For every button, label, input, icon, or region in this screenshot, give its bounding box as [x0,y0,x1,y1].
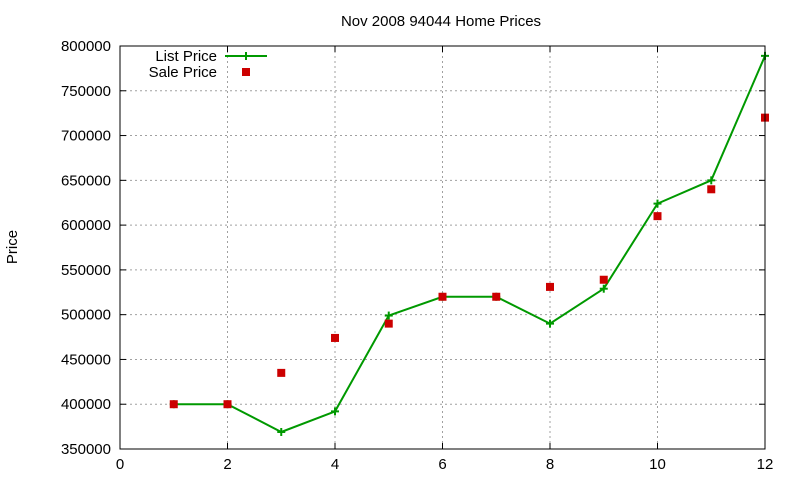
x-tick-label: 2 [223,456,231,473]
legend-swatch-marker [242,68,250,76]
series-list-price-point [277,427,286,436]
series-sale-price [169,113,769,409]
series-sale-price-point [599,275,608,284]
plot-frame [119,45,766,450]
series-sale-price-point [438,292,447,301]
y-tick-label: 350000 [61,441,111,458]
series-sale-price-point [653,212,662,221]
series-list-price [169,51,769,436]
y-tick-label: 700000 [61,128,111,145]
y-tick-label: 750000 [61,83,111,100]
chart-title: Nov 2008 94044 Home Prices [341,13,541,30]
series-sale-price-point [331,333,339,342]
series-list-price-point [331,407,339,416]
y-tick-label: 400000 [61,396,111,413]
series-sale-price-point [492,292,501,301]
x-tick-label: 4 [331,456,339,473]
y-tick-label: 450000 [61,351,111,368]
series-sale-price-point [169,400,178,409]
series-sale-price-point [707,185,716,194]
x-tick-label: 12 [757,456,774,473]
series-sale-price-point [546,282,554,291]
series-sale-price-point [277,368,286,377]
plot-area [169,51,769,436]
y-tick-label: 500000 [61,307,111,324]
x-tick-label: 10 [649,456,666,473]
y-axis-label: Price [4,230,21,264]
x-tick-label: 0 [116,456,124,473]
series-list-price-point [546,319,554,328]
y-tick-label: 650000 [61,172,111,189]
legend-swatch-marker [242,52,250,60]
y-tick-label: 600000 [61,217,111,234]
y-tick-label: 550000 [61,262,111,279]
x-tick-label: 6 [438,456,446,473]
series-list-price-point [384,311,393,320]
ticks: 350000 400000 450000 500000 550000 600000 6500… [61,38,773,473]
series-sale-price-point [384,319,393,328]
grid [120,46,765,449]
series-list-price-point [653,199,662,208]
x-tick-label: 8 [546,456,554,473]
legend-label-1: Sale Price [149,64,217,81]
series-list-price-line [173,55,766,434]
legend-label-0: List Price [155,48,217,65]
series-list-price-point [707,176,716,185]
y-tick-label: 800000 [61,38,111,55]
series-sale-price-point [223,400,232,409]
series-list-price-point [599,284,608,293]
